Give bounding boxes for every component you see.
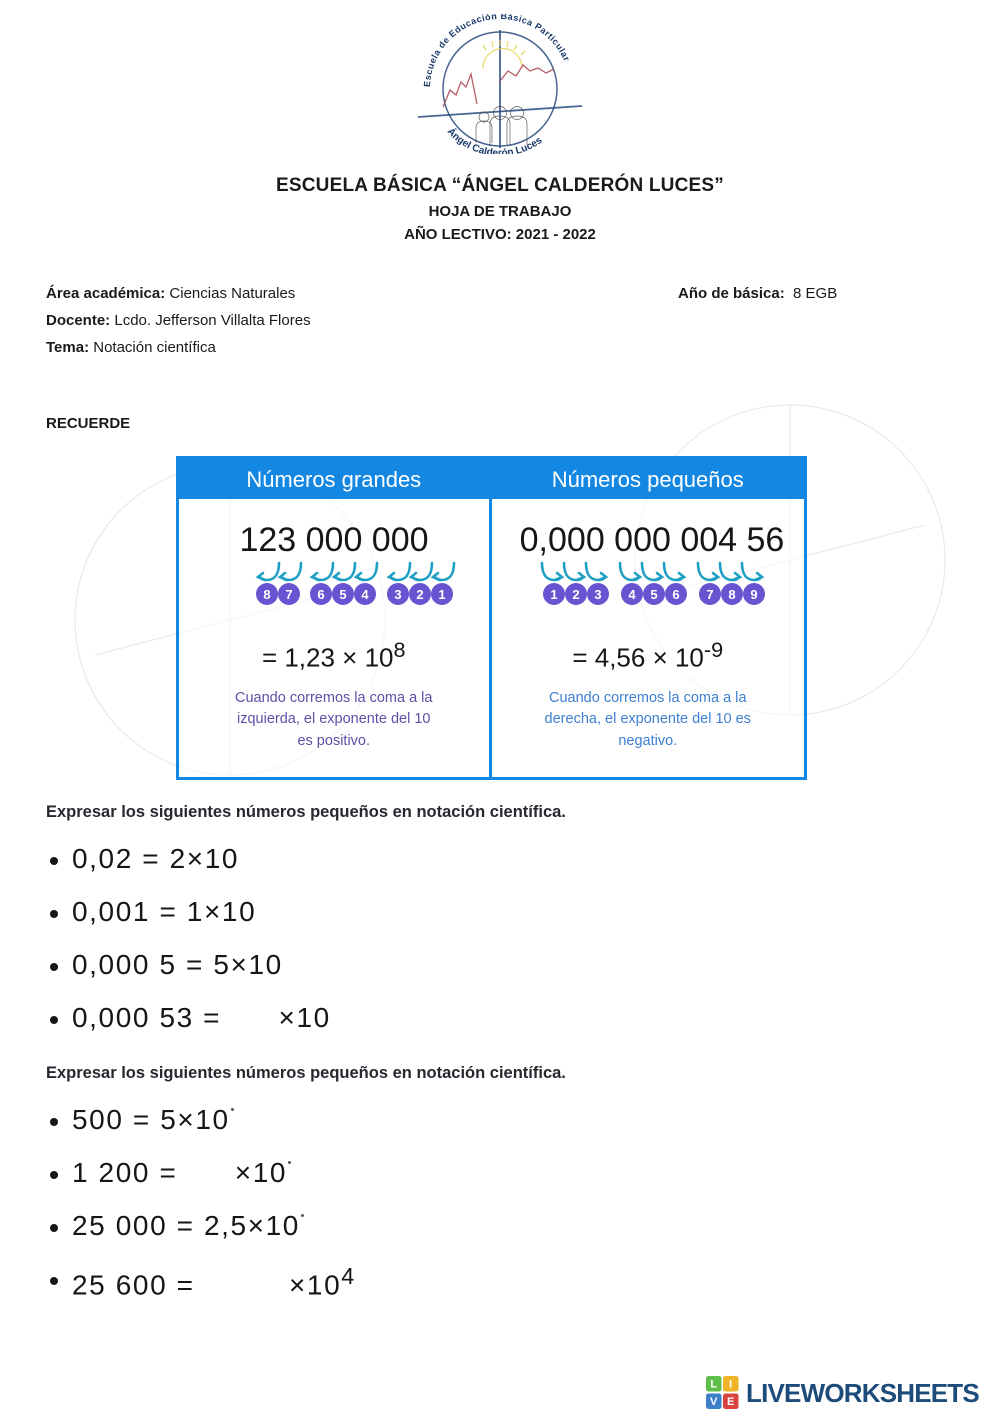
svg-text:5: 5 — [650, 587, 657, 602]
svg-text:8: 8 — [728, 587, 735, 602]
svg-text:123 000 000: 123 000 000 — [239, 521, 428, 559]
svg-text:3: 3 — [394, 587, 401, 602]
svg-text:9: 9 — [750, 587, 757, 602]
svg-text:1: 1 — [550, 587, 557, 602]
svg-text:5: 5 — [339, 587, 346, 602]
svg-text:4: 4 — [361, 587, 369, 602]
svg-text:6: 6 — [317, 587, 324, 602]
svg-text:6: 6 — [672, 587, 679, 602]
svg-text:7: 7 — [285, 587, 292, 602]
svg-text:1: 1 — [438, 587, 445, 602]
svg-text:E: E — [727, 1396, 734, 1408]
svg-text:LIVEWORKSHEETS: LIVEWORKSHEETS — [746, 1378, 979, 1408]
svg-text:4: 4 — [628, 587, 636, 602]
svg-text:2: 2 — [416, 587, 423, 602]
svg-text:V: V — [710, 1396, 718, 1408]
svg-text:7: 7 — [706, 587, 713, 602]
svg-text:8: 8 — [263, 587, 270, 602]
svg-text:I: I — [729, 1379, 732, 1391]
svg-text:3: 3 — [594, 587, 601, 602]
svg-text:2: 2 — [572, 587, 579, 602]
svg-text:L: L — [710, 1379, 717, 1391]
svg-text:0,000 000 004 56: 0,000 000 004 56 — [519, 521, 784, 559]
